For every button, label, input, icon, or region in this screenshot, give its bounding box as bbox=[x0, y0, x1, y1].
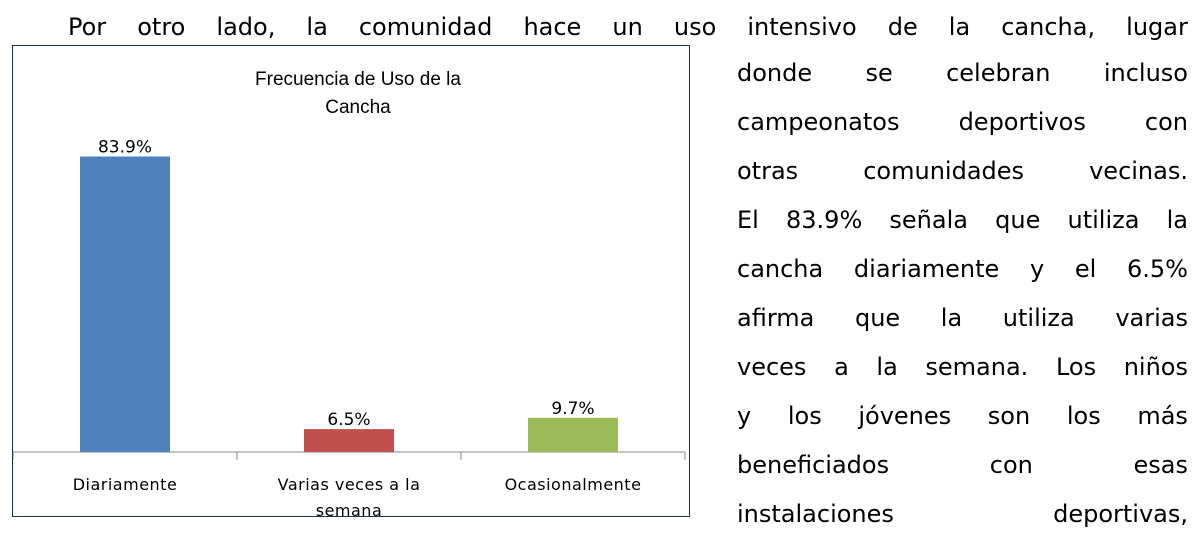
x-tick-label: Varias veces a la semana bbox=[277, 475, 421, 520]
text-line: cancha diariamente y el 6.5% bbox=[737, 255, 1188, 283]
text-line: El 83.9% señala que utiliza la bbox=[737, 206, 1188, 234]
chart-title: Frecuencia de Uso de la Cancha bbox=[255, 69, 461, 118]
text-line: campeonatos deportivos con bbox=[737, 108, 1188, 136]
text-line: beneficiados con esas bbox=[737, 451, 1188, 479]
text-line: instalaciones deportivas, bbox=[737, 500, 1188, 528]
data-label: 83.9% bbox=[98, 137, 152, 157]
bar bbox=[80, 156, 170, 452]
text-line: afirma que la utiliza varias bbox=[737, 304, 1188, 332]
data-label: 9.7% bbox=[551, 399, 594, 419]
text-line: Por otro lado, la comunidad hace un uso intensiv… bbox=[68, 13, 1188, 41]
bar bbox=[304, 429, 394, 452]
text-line: otras comunidades vecinas. bbox=[737, 157, 1188, 185]
chart: 83.9% 6.5% 9.7% Frecuencia de Uso de la Ca… bbox=[12, 45, 690, 520]
x-tick-label: Ocasionalmente bbox=[504, 475, 642, 494]
x-tick-label: Diariamente bbox=[72, 475, 178, 494]
text-line: donde se celebran incluso bbox=[737, 59, 1188, 87]
bar bbox=[528, 417, 618, 452]
data-label: 6.5% bbox=[327, 410, 370, 430]
chart-plot: 83.9% 6.5% 9.7% bbox=[13, 137, 686, 460]
text-line: veces a la semana. Los niños bbox=[737, 353, 1188, 381]
text-line: y los jóvenes son los más bbox=[737, 402, 1188, 430]
